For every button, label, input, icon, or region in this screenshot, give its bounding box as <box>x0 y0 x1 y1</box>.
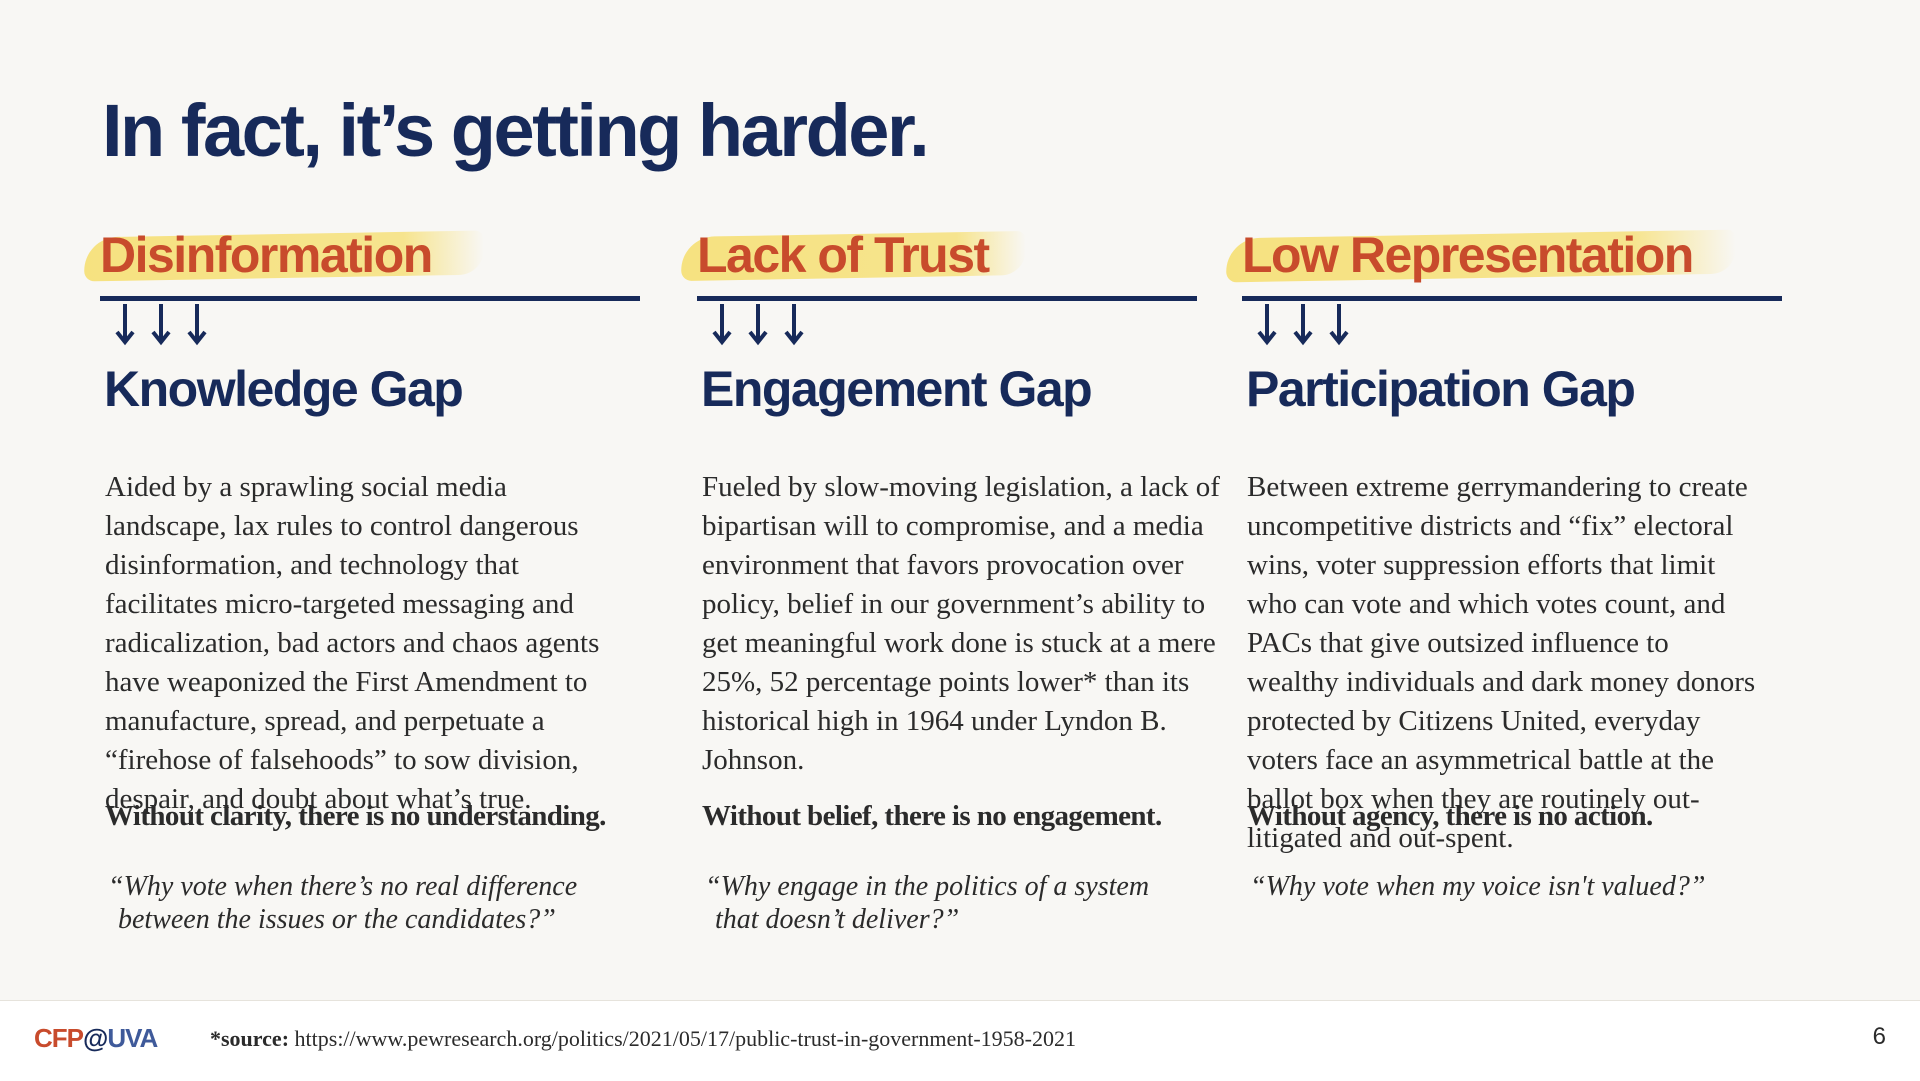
quote-line: “Why vote when there’s no real differenc… <box>108 871 578 902</box>
quote: “Why vote when there’s no real differenc… <box>108 870 628 936</box>
column-lack-of-trust: Lack of Trust Engagement Gap Fueled by s… <box>680 0 1257 1000</box>
category-label: Lack of Trust <box>697 227 990 283</box>
divider-rule <box>697 296 1197 301</box>
divider-rule <box>100 296 640 301</box>
category-heading: Low Representation <box>1225 220 1737 290</box>
arrow-down-icon <box>1329 304 1349 346</box>
gap-title: Participation Gap <box>1246 361 1636 417</box>
column-disinformation: Disinformation Knowledge Gap Aided by a … <box>83 0 660 1000</box>
body-paragraph: Between extreme gerrymandering to create… <box>1247 471 1756 854</box>
arrow-down-icon <box>115 304 135 346</box>
page-number: 6 <box>1872 1023 1886 1050</box>
conclusion-statement: Without agency, there is no action. <box>1247 800 1653 832</box>
logo-part: @ <box>83 1023 108 1053</box>
arrow-down-icon <box>712 304 732 346</box>
conclusion-statement: Without clarity, there is no understandi… <box>105 800 606 832</box>
category-heading: Lack of Trust <box>680 220 1027 290</box>
gap-title: Engagement Gap <box>701 361 1093 417</box>
arrow-group <box>1256 302 1366 352</box>
cfp-uva-logo: CFP@UVA <box>34 1023 158 1054</box>
arrow-group <box>711 302 821 352</box>
arrow-down-icon <box>784 304 804 346</box>
column-low-representation: Low Representation Participation Gap Bet… <box>1225 0 1802 1000</box>
category-heading: Disinformation <box>83 220 485 290</box>
body-paragraph: Aided by a sprawling social media landsc… <box>105 471 600 815</box>
conclusion-statement: Without belief, there is no engagement. <box>702 800 1162 832</box>
logo-part: CFP <box>34 1023 84 1053</box>
quote: “Why vote when my voice isn't valued?” <box>1250 870 1770 903</box>
arrow-down-icon <box>1257 304 1277 346</box>
source-label: *source: <box>210 1026 290 1051</box>
gap-title: Knowledge Gap <box>104 361 464 417</box>
source-url: https://www.pewresearch.org/politics/202… <box>294 1026 1077 1051</box>
divider-rule <box>1242 296 1782 301</box>
arrow-down-icon <box>151 304 171 346</box>
body-paragraph: Fueled by slow-moving legislation, a lac… <box>702 471 1220 776</box>
quote: “Why engage in the politics of a system … <box>705 870 1225 936</box>
source-citation: *source: https://www.pewresearch.org/pol… <box>210 1026 1076 1052</box>
slide-footer: CFP@UVA *source: https://www.pewresearch… <box>0 1000 1920 1081</box>
arrow-down-icon <box>748 304 768 346</box>
quote-line: “Why engage in the politics of a system <box>705 871 1150 902</box>
category-label: Disinformation <box>100 227 433 283</box>
logo-part: UVA <box>107 1023 158 1053</box>
quote-line: that doesn’t deliver?” <box>715 904 960 935</box>
arrow-down-icon <box>187 304 207 346</box>
slide-title: In fact, it’s getting harder. <box>102 89 930 172</box>
arrow-group <box>114 302 224 352</box>
quote-line: between the issues or the candidates?” <box>118 904 556 935</box>
category-label: Low Representation <box>1242 227 1694 283</box>
arrow-down-icon <box>1293 304 1313 346</box>
quote-line: “Why vote when my voice isn't valued?” <box>1250 871 1706 902</box>
